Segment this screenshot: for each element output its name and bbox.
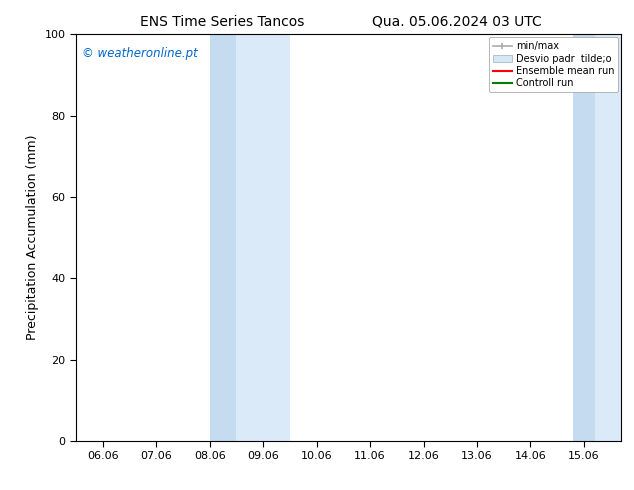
- Text: Qua. 05.06.2024 03 UTC: Qua. 05.06.2024 03 UTC: [372, 15, 541, 29]
- Bar: [595, 34, 621, 441]
- Bar: [573, 34, 595, 441]
- Legend: min/max, Desvio padr  tilde;o, Ensemble mean run, Controll run: min/max, Desvio padr tilde;o, Ensemble m…: [489, 37, 618, 92]
- Y-axis label: Precipitation Accumulation (mm): Precipitation Accumulation (mm): [26, 135, 39, 341]
- Bar: [210, 34, 236, 441]
- Text: ENS Time Series Tancos: ENS Time Series Tancos: [139, 15, 304, 29]
- Bar: [236, 34, 290, 441]
- Text: © weatheronline.pt: © weatheronline.pt: [82, 47, 197, 59]
